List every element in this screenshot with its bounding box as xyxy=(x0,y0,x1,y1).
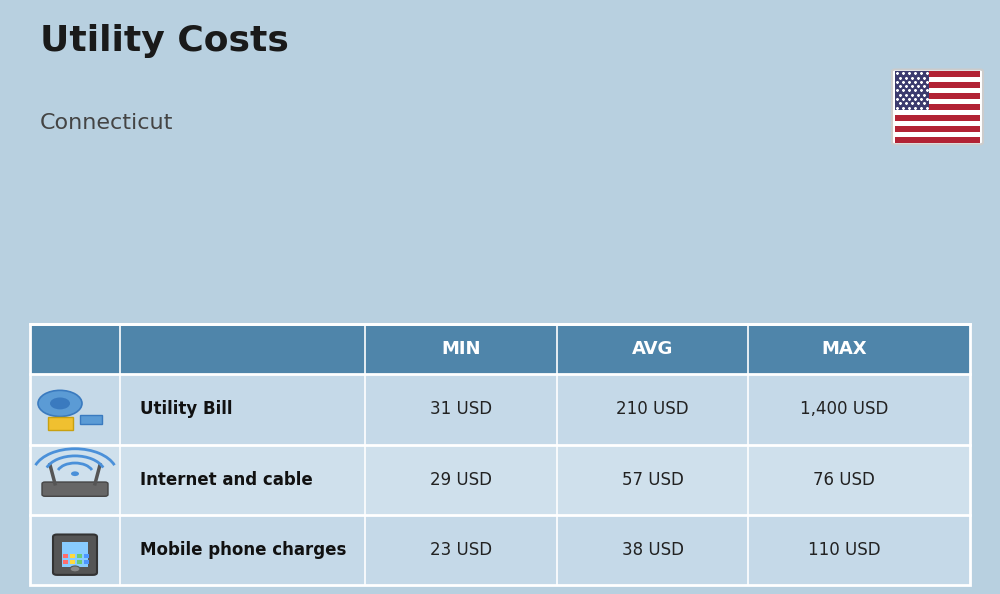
Text: Utility Bill: Utility Bill xyxy=(140,400,232,418)
Circle shape xyxy=(50,397,70,409)
Bar xyxy=(30,324,970,585)
Bar xyxy=(77,560,82,564)
Text: 29 USD: 29 USD xyxy=(430,470,492,489)
Bar xyxy=(63,554,68,558)
Text: 210 USD: 210 USD xyxy=(616,400,689,418)
Bar xyxy=(62,542,88,567)
Text: Connecticut: Connecticut xyxy=(40,113,173,133)
Bar xyxy=(895,110,980,115)
Text: Mobile phone charges: Mobile phone charges xyxy=(140,541,346,559)
Bar xyxy=(895,104,980,110)
Bar xyxy=(30,374,970,444)
Bar xyxy=(895,77,980,82)
Text: 76 USD: 76 USD xyxy=(813,470,875,489)
FancyBboxPatch shape xyxy=(892,69,983,144)
FancyBboxPatch shape xyxy=(42,482,108,497)
Bar xyxy=(895,99,980,104)
Text: 38 USD: 38 USD xyxy=(622,541,684,559)
Bar xyxy=(30,515,970,585)
FancyBboxPatch shape xyxy=(53,535,97,575)
Bar xyxy=(80,415,102,424)
Bar xyxy=(48,417,73,430)
Bar xyxy=(895,121,980,126)
Text: 23 USD: 23 USD xyxy=(430,541,492,559)
Bar xyxy=(77,554,82,558)
Bar xyxy=(63,560,68,564)
Circle shape xyxy=(70,566,80,572)
Circle shape xyxy=(71,472,79,476)
Bar xyxy=(70,560,75,564)
Text: 110 USD: 110 USD xyxy=(808,541,881,559)
Bar xyxy=(895,137,980,143)
Bar xyxy=(30,444,970,515)
Text: 1,400 USD: 1,400 USD xyxy=(800,400,888,418)
Bar xyxy=(30,324,970,374)
Text: AVG: AVG xyxy=(632,340,673,358)
Bar xyxy=(70,554,75,558)
Text: 31 USD: 31 USD xyxy=(430,400,492,418)
Bar xyxy=(895,115,980,121)
Bar xyxy=(895,132,980,137)
Bar xyxy=(84,560,89,564)
Bar xyxy=(895,71,980,77)
Bar xyxy=(895,88,980,93)
Bar xyxy=(895,71,929,110)
Bar xyxy=(84,554,89,558)
Circle shape xyxy=(38,390,82,416)
Text: 57 USD: 57 USD xyxy=(622,470,683,489)
Text: MIN: MIN xyxy=(441,340,481,358)
Bar xyxy=(895,126,980,132)
Bar xyxy=(895,82,980,88)
Text: Utility Costs: Utility Costs xyxy=(40,24,289,58)
Bar xyxy=(895,93,980,99)
Text: Internet and cable: Internet and cable xyxy=(140,470,312,489)
Text: MAX: MAX xyxy=(821,340,867,358)
